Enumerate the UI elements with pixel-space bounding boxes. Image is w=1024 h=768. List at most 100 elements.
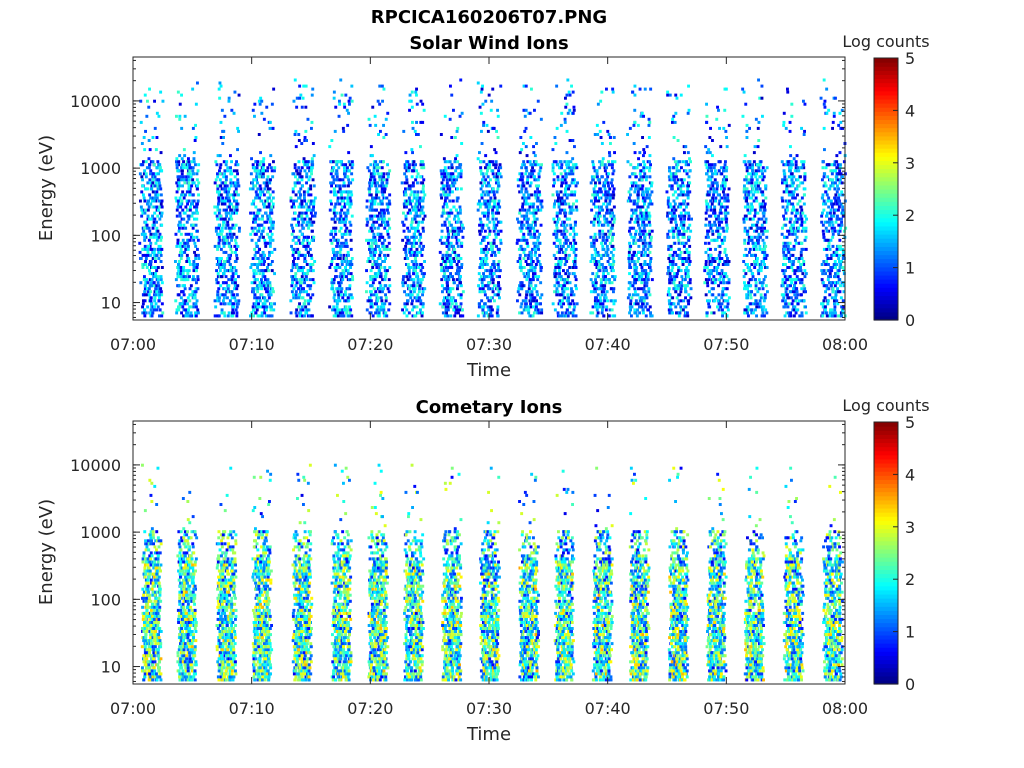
data-cell <box>446 226 449 230</box>
data-cell <box>573 260 577 263</box>
data-cell <box>145 253 149 257</box>
data-cell <box>607 160 610 164</box>
data-cell <box>335 244 339 248</box>
data-cell <box>629 199 633 203</box>
data-cell <box>458 278 462 282</box>
data-cell <box>345 226 349 230</box>
data-cell <box>332 208 336 212</box>
data-cell <box>336 311 339 315</box>
data-cell <box>527 269 531 273</box>
data-cell <box>551 169 555 173</box>
data-cell <box>369 305 373 309</box>
data-cell <box>459 284 463 288</box>
data-cell <box>559 263 563 266</box>
data-cell <box>185 178 189 182</box>
data-cell <box>531 266 535 269</box>
data-cell <box>178 102 182 106</box>
data-cell <box>155 190 159 194</box>
data-cell <box>559 190 563 194</box>
data-cell <box>188 293 192 297</box>
data-cell <box>365 281 369 285</box>
data-cell <box>638 272 642 276</box>
data-cell <box>526 202 530 206</box>
data-cell <box>268 253 271 257</box>
data-cell <box>634 217 638 221</box>
data-cell <box>376 163 379 167</box>
data-cell <box>369 299 373 303</box>
data-cell <box>196 278 200 282</box>
data-cell <box>153 305 157 309</box>
data-cell <box>573 145 576 149</box>
data-cell <box>293 133 297 136</box>
data-cell <box>563 190 567 194</box>
data-cell <box>599 190 603 194</box>
data-cell <box>642 193 645 197</box>
data-cell <box>216 175 220 179</box>
data-cell <box>407 269 411 273</box>
data-cell <box>176 90 180 94</box>
data-cell <box>493 299 496 303</box>
data-cell <box>340 199 344 203</box>
data-cell <box>189 172 192 176</box>
data-cell <box>254 232 258 236</box>
data-cell <box>250 311 254 315</box>
data-cell <box>592 166 596 170</box>
data-cell <box>339 217 342 221</box>
data-cell <box>560 166 563 170</box>
data-cell <box>644 269 648 273</box>
data-cell <box>643 244 647 248</box>
data-cell <box>156 278 160 282</box>
data-cell <box>304 275 308 279</box>
data-cell <box>458 269 462 273</box>
data-cell <box>376 181 379 185</box>
data-cell <box>144 260 147 263</box>
data-cell <box>596 287 600 291</box>
data-cell <box>407 241 411 245</box>
data-cell <box>416 181 419 185</box>
data-cell <box>195 187 199 191</box>
data-cell <box>263 238 267 242</box>
data-cell <box>458 305 461 309</box>
data-cell <box>379 208 383 212</box>
data-cell <box>515 241 519 245</box>
data-cell <box>342 129 346 133</box>
data-cell <box>151 214 154 218</box>
data-cell <box>633 308 637 312</box>
data-cell <box>598 305 602 309</box>
data-cell <box>264 278 267 282</box>
data-cell <box>596 217 600 221</box>
data-cell <box>371 196 375 200</box>
data-cell <box>253 253 257 257</box>
data-cell <box>141 266 145 269</box>
data-cell <box>569 302 572 306</box>
data-cell <box>334 269 338 273</box>
data-cell <box>328 266 332 269</box>
data-cell <box>527 196 531 200</box>
data-cell <box>297 287 300 291</box>
data-cell <box>422 166 426 170</box>
data-cell <box>440 196 443 200</box>
data-cell <box>153 247 157 251</box>
data-cell <box>478 229 481 233</box>
data-cell <box>143 247 146 251</box>
data-cell <box>403 181 407 185</box>
data-cell <box>291 247 295 251</box>
data-cell <box>227 211 231 215</box>
data-cell <box>596 220 600 224</box>
data-cell <box>296 266 299 269</box>
data-cell <box>599 299 603 303</box>
data-cell <box>302 290 306 294</box>
data-cell <box>480 87 484 91</box>
data-cell <box>217 314 221 318</box>
data-cell <box>262 284 266 288</box>
data-cell <box>496 178 500 182</box>
data-cell <box>251 187 255 191</box>
data-cell <box>593 287 597 291</box>
data-cell <box>154 272 158 276</box>
data-cell <box>373 114 377 118</box>
data-cell <box>263 302 267 306</box>
data-cell <box>260 278 263 282</box>
data-cell <box>188 287 192 291</box>
data-cell <box>187 269 191 273</box>
data-cell <box>405 263 408 266</box>
